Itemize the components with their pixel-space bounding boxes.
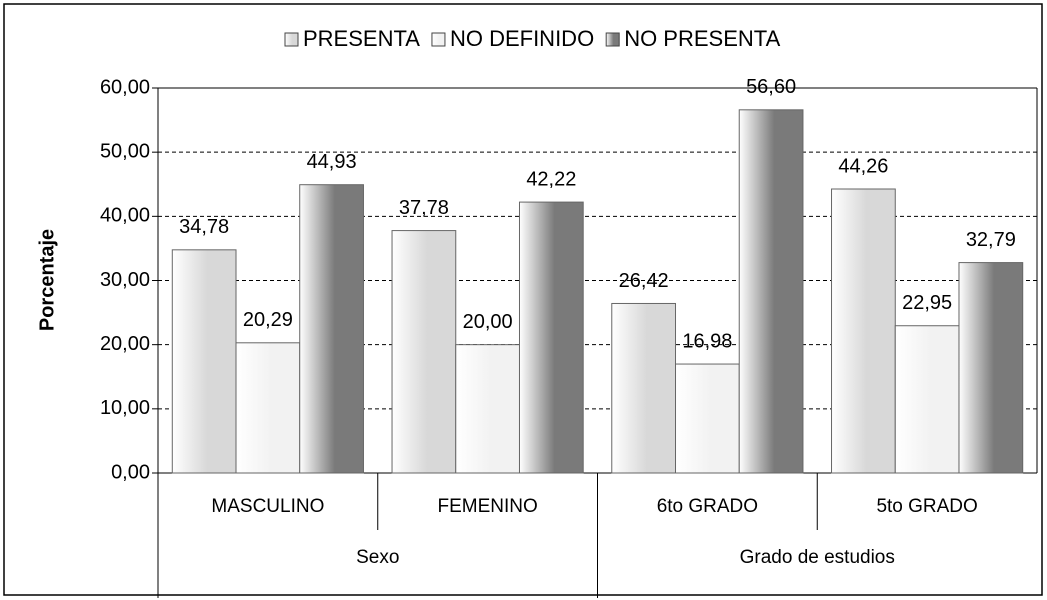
- bar: [171, 249, 237, 474]
- bar: [299, 184, 364, 474]
- x-tick-label: FEMENINO: [437, 496, 537, 517]
- data-label: 26,42: [619, 270, 669, 292]
- data-label: 32,79: [966, 229, 1016, 251]
- y-tick-label: 10,00: [100, 397, 150, 419]
- y-axis-label: Porcentaje: [36, 229, 58, 331]
- data-label: 22,95: [902, 292, 952, 314]
- x-tick-label: 5to GRADO: [876, 496, 977, 517]
- bar: [611, 302, 677, 474]
- legend-label: NO PRESENTA: [624, 26, 780, 51]
- legend-swatch: [431, 32, 446, 47]
- bar: [455, 344, 520, 474]
- y-tick-label: 50,00: [100, 140, 150, 162]
- group-label: Sexo: [356, 547, 399, 568]
- data-label: 44,26: [838, 155, 888, 177]
- data-label: 42,22: [526, 168, 576, 190]
- bar: [894, 325, 960, 474]
- data-label: 16,98: [682, 330, 732, 352]
- y-tick-label: 20,00: [100, 333, 150, 355]
- bar: [391, 230, 457, 474]
- legend-label: PRESENTA: [303, 26, 420, 51]
- group-label: Grado de estudios: [740, 547, 895, 568]
- bar: [235, 342, 301, 474]
- y-tick-label: 30,00: [100, 269, 150, 291]
- x-tick-label: MASCULINO: [211, 496, 324, 517]
- bar: [831, 188, 896, 474]
- bar: [738, 109, 804, 474]
- legend-swatch: [284, 32, 299, 47]
- data-label: 37,78: [399, 197, 449, 219]
- data-label: 34,78: [179, 216, 229, 238]
- data-label: 44,93: [307, 151, 357, 173]
- data-label: 20,29: [243, 309, 293, 331]
- y-tick-label: 0,00: [111, 461, 150, 483]
- bar: [958, 262, 1024, 474]
- x-tick-label: 6to GRADO: [657, 496, 758, 517]
- data-label: 20,00: [463, 311, 513, 333]
- y-tick-label: 40,00: [100, 205, 150, 227]
- data-label: 56,60: [746, 76, 796, 98]
- bar: [518, 201, 584, 474]
- legend-swatch: [605, 32, 620, 47]
- bar: [675, 363, 740, 474]
- legend-label: NO DEFINIDO: [450, 26, 594, 51]
- y-tick-label: 60,00: [100, 76, 150, 98]
